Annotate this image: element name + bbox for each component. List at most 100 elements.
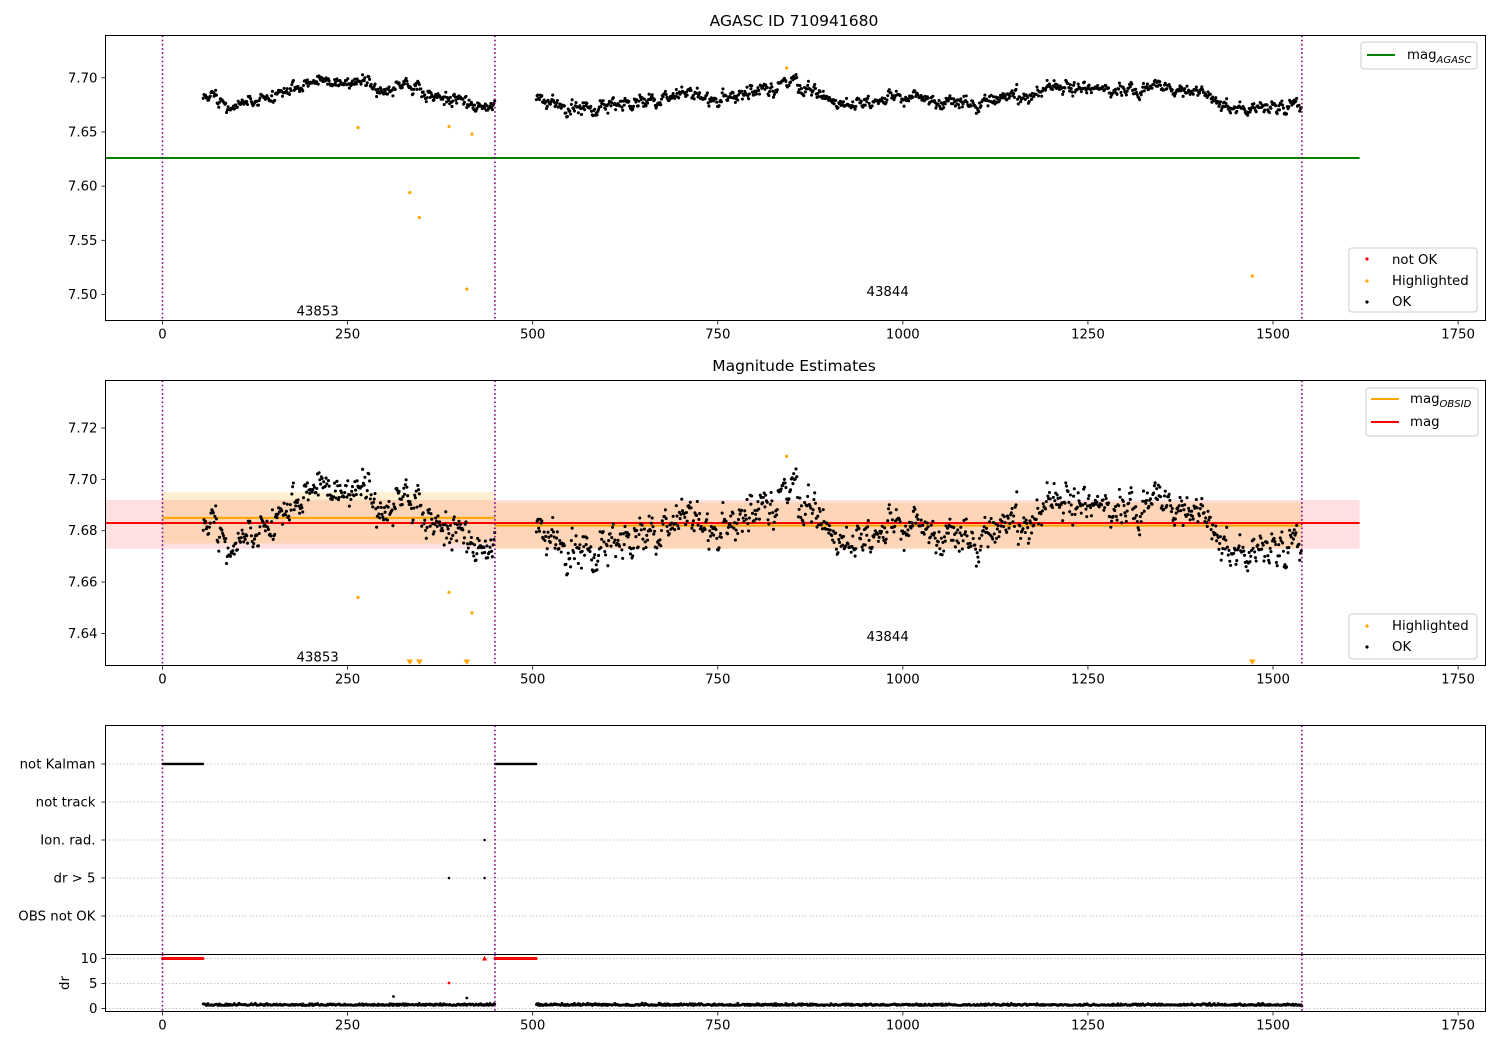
ok-point	[434, 519, 438, 523]
highlighted-point	[785, 66, 789, 70]
ok-point	[685, 93, 689, 97]
ok-point	[570, 98, 574, 102]
ok-point	[1221, 547, 1225, 551]
ok-point	[397, 81, 401, 85]
ok-point	[291, 481, 295, 485]
ok-point	[429, 512, 433, 516]
y-tick-label: 7.50	[68, 288, 98, 303]
ok-point	[916, 93, 920, 97]
ok-point	[770, 85, 774, 89]
ok-point	[583, 553, 587, 557]
ok-point	[1254, 110, 1258, 114]
ok-point	[415, 505, 419, 509]
ok-point	[284, 89, 288, 93]
ok-point	[622, 103, 626, 107]
ok-point	[1057, 505, 1062, 509]
ok-point	[333, 78, 337, 82]
ok-point	[910, 521, 914, 525]
legend-mag-mean: mag	[1410, 415, 1440, 430]
ok-point	[359, 493, 363, 497]
ok-point	[237, 536, 241, 540]
ok-point	[568, 109, 572, 113]
ok-point	[853, 107, 857, 111]
ok-point	[886, 507, 891, 511]
ok-point	[816, 91, 820, 95]
x-tick-label: 500	[520, 1019, 545, 1034]
ok-point	[851, 100, 855, 104]
ok-point	[1012, 92, 1016, 96]
ok-point	[620, 105, 624, 109]
ok-point	[728, 522, 732, 526]
ok-point	[982, 525, 986, 529]
ok-point	[642, 547, 646, 551]
ok-point	[798, 84, 802, 88]
ok-point	[448, 523, 452, 527]
ok-point	[629, 104, 633, 109]
ok-point	[837, 537, 841, 541]
ok-point	[213, 514, 217, 518]
dr-capped-marker	[481, 955, 488, 961]
ok-point	[352, 494, 356, 498]
ok-point	[1003, 94, 1007, 98]
ok-point	[269, 534, 273, 538]
ok-point	[664, 516, 668, 521]
ok-point	[1227, 105, 1231, 109]
ok-point	[474, 558, 478, 562]
ok-point	[596, 559, 600, 563]
ok-point	[428, 524, 432, 528]
ok-point	[326, 479, 330, 483]
ok-point	[1018, 95, 1022, 99]
ok-point	[1085, 87, 1090, 91]
ok-point	[940, 553, 944, 557]
ok-point	[1024, 518, 1028, 522]
ok-point	[1298, 558, 1302, 562]
x-tick-label: 1500	[1256, 1019, 1290, 1034]
ok-point	[573, 542, 577, 547]
ok-point	[809, 506, 813, 510]
ok-point	[883, 526, 887, 530]
ok-point	[354, 82, 358, 86]
ok-point	[1162, 494, 1167, 498]
ok-point	[343, 490, 347, 495]
ok-point	[289, 508, 293, 512]
offscale-marker	[463, 659, 471, 665]
ok-point	[766, 518, 770, 522]
ok-point	[475, 107, 479, 111]
ok-point	[376, 87, 380, 91]
ok-point	[1053, 499, 1057, 503]
ok-point	[813, 86, 818, 91]
ok-point	[544, 534, 548, 538]
ok-point	[590, 109, 594, 113]
ok-point	[995, 100, 999, 104]
ok-point	[280, 509, 284, 513]
ok-point	[540, 519, 544, 523]
ok-point	[413, 84, 417, 88]
ok-point	[390, 508, 394, 512]
ok-point	[610, 101, 614, 105]
ok-point	[1169, 510, 1174, 514]
ok-point	[962, 94, 966, 98]
ok-point	[209, 511, 213, 515]
ok-point	[707, 104, 711, 108]
flag-label: OBS not OK	[18, 910, 95, 925]
ok-point	[953, 545, 957, 549]
ok-point	[208, 94, 212, 98]
ok-point	[1056, 84, 1060, 88]
ok-point	[557, 547, 561, 551]
ok-point	[1200, 497, 1204, 501]
ok-point	[824, 527, 828, 531]
ok-point	[724, 94, 728, 98]
ok-point	[1029, 521, 1033, 525]
ok-point	[913, 507, 917, 511]
ok-point	[621, 99, 625, 103]
ok-point	[1103, 494, 1107, 498]
ok-point	[536, 517, 540, 521]
ok-point	[273, 532, 277, 537]
ok-point	[1197, 91, 1202, 95]
ok-point	[249, 526, 253, 530]
ok-point	[740, 508, 744, 512]
ok-point	[1225, 525, 1229, 529]
y-tick-label: 7.66	[68, 576, 98, 591]
ok-point	[691, 93, 695, 97]
legend-mag-highlighted: Highlighted	[1392, 619, 1469, 634]
